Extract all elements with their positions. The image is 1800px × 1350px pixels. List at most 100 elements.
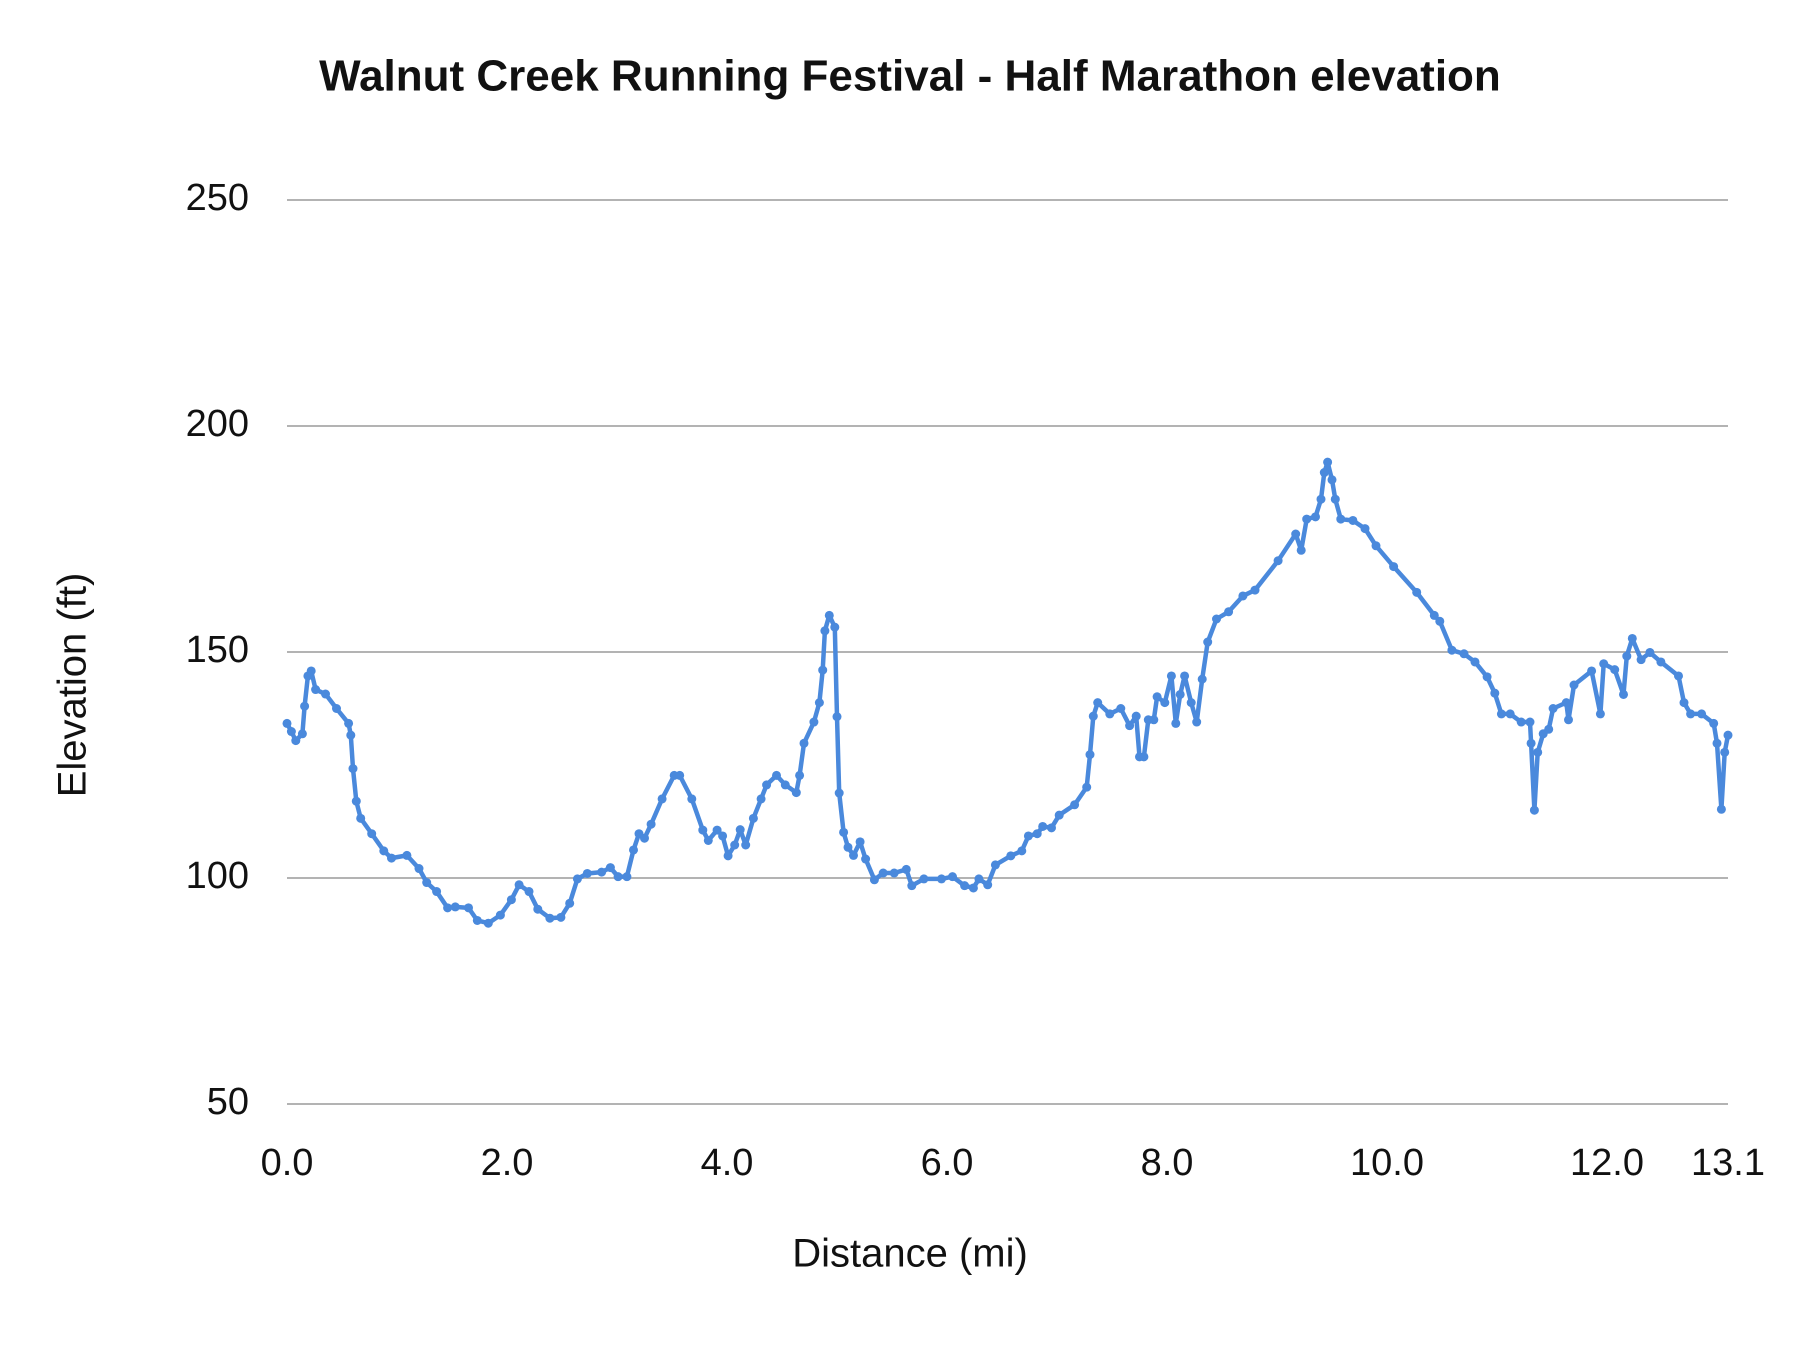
point-marker xyxy=(1716,804,1726,814)
point-marker xyxy=(814,698,824,708)
point-marker xyxy=(780,780,790,790)
point-marker xyxy=(1175,689,1185,699)
point-marker xyxy=(572,874,582,884)
point-marker xyxy=(820,626,830,636)
point-marker xyxy=(1619,689,1628,699)
point-marker xyxy=(1038,821,1048,831)
point-marker xyxy=(791,788,801,798)
point-marker xyxy=(990,860,1000,870)
point-marker xyxy=(1490,688,1500,698)
point-marker xyxy=(414,864,424,874)
x-tick-label: 4.0 xyxy=(701,1142,754,1184)
point-marker xyxy=(1505,709,1515,719)
point-marker xyxy=(1296,545,1306,555)
x-tick-label: 6.0 xyxy=(921,1142,974,1184)
point-marker xyxy=(1348,515,1358,525)
point-marker xyxy=(1032,829,1042,839)
point-marker xyxy=(1152,692,1162,702)
point-marker xyxy=(432,887,442,897)
point-marker xyxy=(1238,591,1248,601)
point-marker xyxy=(1291,529,1301,539)
point-marker xyxy=(830,622,840,632)
point-marker xyxy=(1561,698,1571,708)
point-marker xyxy=(735,825,745,835)
point-marker xyxy=(818,665,828,675)
point-marker xyxy=(730,840,740,850)
point-marker xyxy=(1085,750,1095,760)
y-axis-title: Elevation (ft) xyxy=(51,573,95,798)
point-marker xyxy=(799,738,809,748)
point-marker xyxy=(1212,614,1221,624)
point-marker xyxy=(1192,717,1202,727)
point-marker xyxy=(901,864,911,874)
y-tick-label: 250 xyxy=(186,177,249,219)
point-marker xyxy=(1171,718,1181,728)
point-marker xyxy=(839,827,849,837)
point-marker xyxy=(1166,671,1176,681)
point-marker xyxy=(311,685,321,695)
point-marker xyxy=(402,850,412,860)
point-marker xyxy=(968,883,978,893)
point-marker xyxy=(960,881,970,891)
point-marker xyxy=(919,874,929,884)
point-marker xyxy=(1587,666,1597,676)
point-marker xyxy=(869,875,879,885)
point-marker xyxy=(855,837,865,847)
point-marker xyxy=(514,880,524,890)
point-marker xyxy=(1070,800,1080,810)
x-tick-label: 8.0 xyxy=(1141,1142,1194,1184)
point-marker xyxy=(1082,782,1092,792)
point-marker xyxy=(545,913,555,923)
point-marker xyxy=(1316,494,1326,504)
point-marker xyxy=(1429,610,1439,620)
point-marker xyxy=(1610,665,1620,675)
point-marker xyxy=(1093,698,1103,708)
y-tick-label: 50 xyxy=(207,1081,249,1123)
point-marker xyxy=(472,915,482,925)
y-tick-label: 150 xyxy=(186,629,249,671)
point-marker xyxy=(556,912,566,922)
point-marker xyxy=(367,829,377,839)
point-marker xyxy=(646,819,656,829)
point-marker xyxy=(1203,637,1213,647)
point-marker xyxy=(524,887,534,897)
point-marker xyxy=(1526,738,1536,748)
point-marker xyxy=(1054,810,1064,820)
point-marker xyxy=(286,727,296,737)
point-marker xyxy=(1569,680,1579,690)
point-marker xyxy=(483,918,493,928)
point-marker xyxy=(306,666,316,676)
point-marker xyxy=(1674,671,1683,681)
point-marker xyxy=(379,846,389,856)
point-marker xyxy=(1529,805,1539,815)
point-marker xyxy=(1116,704,1126,713)
point-marker xyxy=(565,898,575,908)
point-marker xyxy=(1160,698,1170,708)
point-marker xyxy=(1686,709,1696,719)
point-marker xyxy=(1336,514,1346,524)
chart-title: Walnut Creek Running Festival - Half Mar… xyxy=(319,52,1501,101)
point-marker xyxy=(1709,718,1719,728)
point-marker xyxy=(1516,717,1526,727)
point-marker xyxy=(1482,672,1492,682)
x-tick-label: 0.0 xyxy=(261,1142,314,1184)
point-marker xyxy=(297,729,307,739)
point-marker xyxy=(1496,709,1506,719)
point-marker xyxy=(613,872,623,882)
point-marker xyxy=(657,794,667,804)
point-marker xyxy=(1544,724,1554,734)
point-marker xyxy=(506,895,516,905)
point-marker xyxy=(1311,512,1320,522)
point-marker xyxy=(443,903,453,913)
point-marker xyxy=(1595,709,1605,719)
point-marker xyxy=(795,770,805,780)
point-marker xyxy=(1125,721,1135,731)
point-marker xyxy=(762,780,772,790)
point-marker xyxy=(1131,711,1141,721)
x-tick-label: 13.1 xyxy=(1691,1142,1765,1184)
point-marker xyxy=(1627,633,1637,643)
point-marker xyxy=(1533,747,1543,757)
point-marker xyxy=(464,903,473,913)
